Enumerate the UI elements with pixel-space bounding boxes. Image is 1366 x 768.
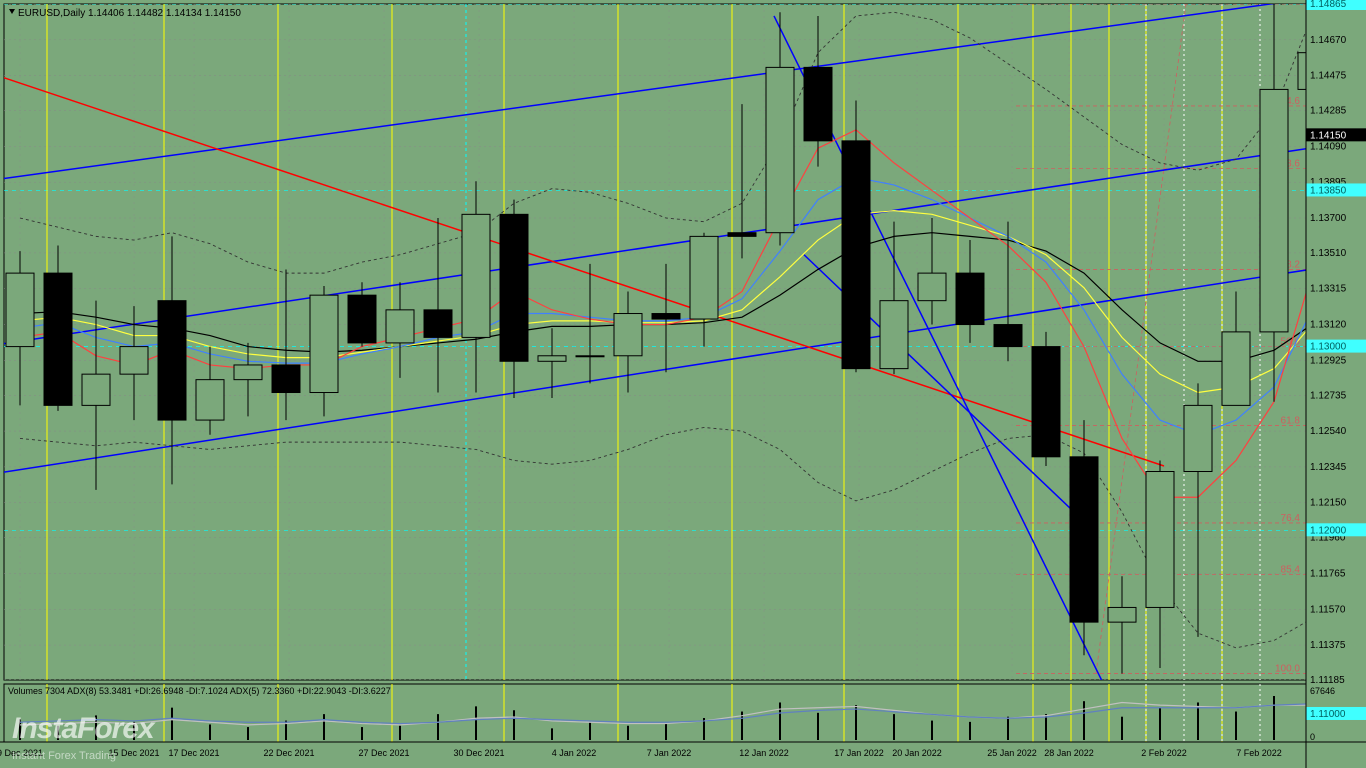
svg-text:15 Dec 2021: 15 Dec 2021 <box>108 748 159 758</box>
chart-canvas[interactable]: 0.014.623.638.250.061.876.485.4100.01.14… <box>0 0 1366 768</box>
svg-text:1.12735: 1.12735 <box>1310 390 1347 401</box>
svg-text:EURUSD,Daily 1.14406 1.14482: EURUSD,Daily 1.14406 1.14482 1.14134 1.1… <box>18 8 241 19</box>
svg-text:1.12000: 1.12000 <box>1310 525 1347 536</box>
svg-text:1.14090: 1.14090 <box>1310 141 1347 152</box>
svg-text:12 Jan 2022: 12 Jan 2022 <box>739 748 789 758</box>
svg-text:0: 0 <box>1310 732 1315 742</box>
svg-text:1.11570: 1.11570 <box>1310 604 1346 615</box>
svg-text:17 Jan 2022: 17 Jan 2022 <box>834 748 884 758</box>
svg-text:25 Jan 2022: 25 Jan 2022 <box>987 748 1037 758</box>
svg-text:1.13850: 1.13850 <box>1310 185 1347 196</box>
svg-text:9 Dec 2021: 9 Dec 2021 <box>0 748 43 758</box>
svg-text:7 Jan 2022: 7 Jan 2022 <box>647 748 692 758</box>
svg-text:61.8: 61.8 <box>1281 416 1301 427</box>
svg-text:27 Dec 2021: 27 Dec 2021 <box>358 748 409 758</box>
svg-text:67646: 67646 <box>1310 686 1335 696</box>
svg-text:2 Feb 2022: 2 Feb 2022 <box>1141 748 1187 758</box>
svg-text:1.11185: 1.11185 <box>1310 675 1345 686</box>
svg-text:20 Jan 2022: 20 Jan 2022 <box>892 748 942 758</box>
svg-text:1.14475: 1.14475 <box>1310 71 1347 82</box>
svg-text:1.11000: 1.11000 <box>1310 709 1346 720</box>
svg-text:1.14670: 1.14670 <box>1310 35 1347 46</box>
svg-text:1.14865: 1.14865 <box>1310 0 1347 10</box>
svg-text:4 Jan 2022: 4 Jan 2022 <box>552 748 597 758</box>
svg-text:22 Dec 2021: 22 Dec 2021 <box>263 748 314 758</box>
svg-text:1.14150: 1.14150 <box>1310 130 1347 141</box>
svg-text:1.11765: 1.11765 <box>1310 568 1346 579</box>
svg-text:76.4: 76.4 <box>1281 513 1301 524</box>
svg-text:1.13315: 1.13315 <box>1310 284 1347 295</box>
svg-text:1.13700: 1.13700 <box>1310 213 1347 224</box>
chart-root: 0.014.623.638.250.061.876.485.4100.01.14… <box>0 0 1366 768</box>
svg-text:17 Dec 2021: 17 Dec 2021 <box>168 748 219 758</box>
svg-text:30 Dec 2021: 30 Dec 2021 <box>453 748 504 758</box>
svg-text:1.12150: 1.12150 <box>1310 498 1347 509</box>
svg-text:1.13510: 1.13510 <box>1310 248 1347 259</box>
svg-text:Volumes 7304 ADX(8) 53.3481 +: Volumes 7304 ADX(8) 53.3481 +DI:26.6948 … <box>8 686 391 696</box>
svg-text:1.13000: 1.13000 <box>1310 342 1347 353</box>
svg-text:1.12540: 1.12540 <box>1310 426 1347 437</box>
svg-text:7 Feb 2022: 7 Feb 2022 <box>1236 748 1282 758</box>
svg-text:1.12925: 1.12925 <box>1310 355 1347 366</box>
svg-text:85.4: 85.4 <box>1281 564 1301 575</box>
svg-text:28 Jan 2022: 28 Jan 2022 <box>1044 748 1094 758</box>
svg-text:1.11375: 1.11375 <box>1310 640 1346 651</box>
svg-text:100.0: 100.0 <box>1275 664 1300 675</box>
svg-text:1.13120: 1.13120 <box>1310 320 1347 331</box>
svg-text:1.12345: 1.12345 <box>1310 462 1347 473</box>
svg-text:1.14285: 1.14285 <box>1310 106 1347 117</box>
